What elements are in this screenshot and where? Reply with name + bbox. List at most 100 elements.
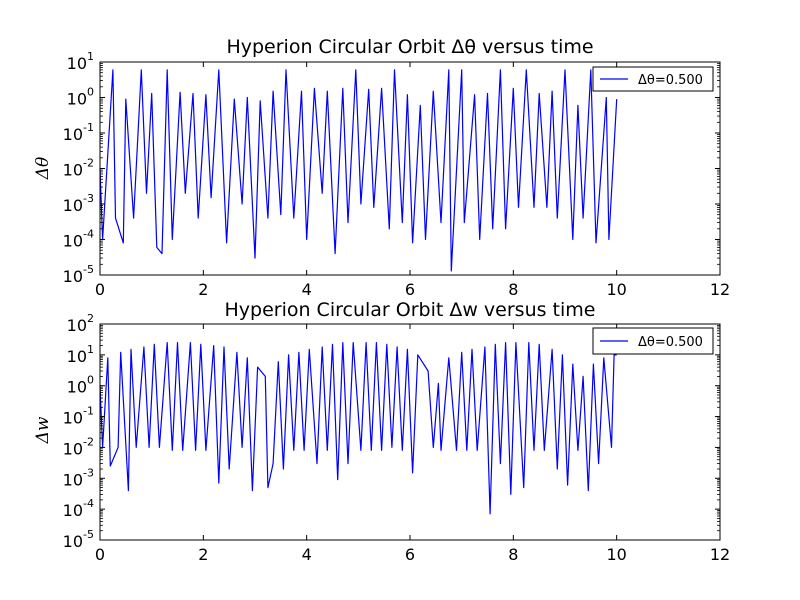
data-point bbox=[332, 344, 333, 345]
legend-entry: Δθ=0.500 bbox=[638, 73, 703, 88]
data-point bbox=[322, 346, 323, 347]
data-point bbox=[552, 349, 553, 350]
data-point bbox=[167, 69, 168, 70]
data-point bbox=[389, 228, 390, 229]
data-point bbox=[293, 450, 294, 451]
data-point bbox=[417, 354, 418, 355]
data-point bbox=[205, 94, 206, 95]
data-point bbox=[583, 376, 584, 377]
data-point bbox=[192, 93, 193, 94]
data-point bbox=[293, 218, 294, 219]
data-point bbox=[177, 342, 178, 343]
data-point bbox=[557, 468, 558, 469]
data-point bbox=[200, 344, 201, 345]
data-point bbox=[433, 447, 434, 448]
data-point bbox=[371, 450, 372, 451]
data-point bbox=[280, 214, 281, 215]
data-point bbox=[577, 450, 578, 451]
data-point bbox=[456, 450, 457, 451]
data-point bbox=[149, 447, 150, 448]
data-point bbox=[128, 490, 129, 491]
data-point bbox=[190, 342, 191, 343]
data-point bbox=[327, 450, 328, 451]
data-point bbox=[316, 463, 317, 464]
data-point bbox=[110, 465, 111, 466]
x-tick-label: 10 bbox=[606, 280, 626, 299]
data-point bbox=[477, 450, 478, 451]
data-point bbox=[112, 69, 113, 70]
data-point bbox=[505, 228, 506, 229]
data-point bbox=[397, 346, 398, 347]
y-axis-label: Δθ bbox=[33, 157, 53, 181]
data-point bbox=[539, 344, 540, 345]
data-point bbox=[115, 218, 116, 219]
data-point bbox=[247, 97, 248, 98]
data-point bbox=[603, 357, 604, 358]
data-point bbox=[440, 450, 441, 451]
x-tick-label: 12 bbox=[710, 545, 730, 564]
legend-entry: Δθ=0.500 bbox=[638, 335, 703, 350]
data-point bbox=[161, 253, 162, 254]
data-point bbox=[301, 91, 302, 92]
data-point bbox=[342, 88, 343, 89]
data-point bbox=[252, 490, 253, 491]
data-point bbox=[425, 239, 426, 240]
x-tick-label: 6 bbox=[405, 545, 415, 564]
data-point bbox=[130, 349, 131, 350]
data-point bbox=[608, 239, 609, 240]
data-point bbox=[366, 342, 367, 343]
data-point bbox=[438, 383, 439, 384]
data-point bbox=[156, 247, 157, 248]
data-point bbox=[304, 450, 305, 451]
data-point bbox=[402, 222, 403, 223]
data-point bbox=[213, 345, 214, 346]
data-point bbox=[523, 487, 524, 488]
data-point bbox=[136, 447, 137, 448]
data-point bbox=[544, 450, 545, 451]
data-point bbox=[198, 218, 199, 219]
data-point bbox=[376, 342, 377, 343]
data-point bbox=[546, 207, 547, 208]
data-point bbox=[285, 69, 286, 70]
data-point bbox=[510, 494, 511, 495]
x-tick-label: 8 bbox=[508, 280, 518, 299]
data-point bbox=[360, 203, 361, 204]
x-tick-label: 4 bbox=[302, 545, 312, 564]
data-point bbox=[167, 342, 168, 343]
chart-title: Hyperion Circular Orbit Δθ versus time bbox=[226, 36, 593, 58]
data-point bbox=[490, 513, 491, 514]
data-point bbox=[428, 370, 429, 371]
data-point bbox=[254, 258, 255, 259]
data-point bbox=[226, 242, 227, 243]
data-point bbox=[606, 97, 607, 98]
data-point bbox=[471, 349, 472, 350]
data-point bbox=[373, 207, 374, 208]
data-point bbox=[533, 450, 534, 451]
data-point bbox=[154, 344, 155, 345]
data-point bbox=[448, 357, 449, 358]
data-point bbox=[557, 218, 558, 219]
chart-title: Hyperion Circular Orbit Δw versus time bbox=[224, 299, 595, 321]
data-point bbox=[381, 450, 382, 451]
data-point bbox=[495, 344, 496, 345]
data-point bbox=[180, 92, 181, 93]
data-point bbox=[567, 485, 568, 486]
data-point bbox=[402, 450, 403, 451]
data-point bbox=[562, 354, 563, 355]
data-point bbox=[118, 447, 119, 448]
data-point bbox=[123, 242, 124, 243]
data-point bbox=[211, 197, 212, 198]
data-point bbox=[513, 88, 514, 89]
data-point bbox=[464, 222, 465, 223]
data-point bbox=[159, 447, 160, 448]
data-point bbox=[391, 447, 392, 448]
data-point bbox=[185, 193, 186, 194]
data-point bbox=[572, 239, 573, 240]
data-point bbox=[146, 193, 147, 194]
data-point bbox=[552, 91, 553, 92]
data-point bbox=[564, 69, 565, 70]
data-point bbox=[172, 450, 173, 451]
data-point bbox=[242, 203, 243, 204]
